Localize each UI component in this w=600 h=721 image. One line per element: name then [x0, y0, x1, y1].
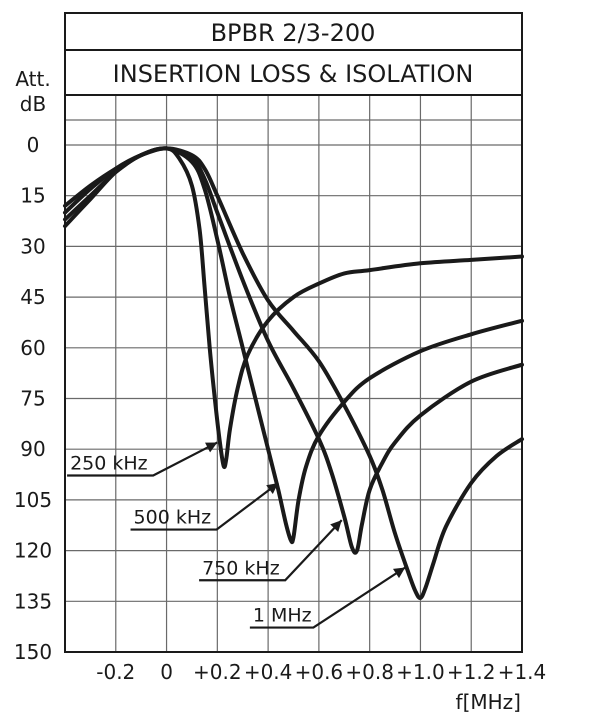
y-tick-label: 15: [20, 184, 45, 208]
series-line-1-mhz: [63, 146, 524, 600]
chart-title: BPBR 2/3-200: [211, 19, 376, 47]
annotation-leader-250-khz: [67, 441, 218, 477]
x-tick-label: +0.4: [244, 660, 293, 684]
annotation-leader-1-mhz: [249, 566, 406, 629]
x-tick-label: 0: [160, 660, 173, 684]
annotation-arrowhead-500-khz: [266, 483, 279, 495]
x-tick-label: +1.4: [498, 660, 547, 684]
y-tick-label: 75: [20, 387, 45, 411]
x-tick-label: +0.6: [295, 660, 344, 684]
chart-subtitle: INSERTION LOSS & ISOLATION: [113, 60, 474, 88]
y-axis-label-att: Att.: [15, 67, 50, 91]
y-tick-label: 90: [20, 437, 45, 461]
x-tick-label: +1.0: [396, 660, 445, 684]
x-tick-label: +0.8: [345, 660, 394, 684]
x-tick-label: +1.2: [447, 660, 496, 684]
x-tick-label: +0.2: [193, 660, 242, 684]
annotation-label-250-khz: 250 kHz: [70, 452, 148, 474]
annotation-label-500-khz: 500 kHz: [134, 507, 212, 529]
annotation-label-750-khz: 750 kHz: [202, 557, 280, 579]
annotation-label-1-mhz: 1 MHz: [253, 605, 312, 627]
y-tick-label: 30: [20, 234, 45, 258]
y-tick-label: 0: [27, 133, 40, 157]
annotation-arrowhead-250-khz: [205, 442, 218, 453]
plot-frame: [64, 94, 523, 653]
y-axis-label-db: dB: [20, 92, 46, 116]
y-tick-label: 105: [14, 488, 52, 512]
x-axis-label: f[MHz]: [456, 690, 521, 714]
annotation-arrowhead-1-mhz: [392, 567, 406, 579]
y-tick-label: 45: [20, 285, 45, 309]
y-tick-labels: 0 15 30 45 60 75 90 105 120 135 150: [14, 133, 52, 664]
y-tick-label: 150: [14, 640, 52, 664]
grid: [64, 95, 523, 653]
series-line-750-khz: [63, 146, 524, 555]
y-tick-label: 135: [14, 589, 52, 613]
series-group: [63, 146, 524, 600]
annotation-leader-500-khz: [130, 482, 279, 531]
x-tick-labels: -0.2 0 +0.2 +0.4 +0.6 +0.8 +1.0 +1.2 +1.4: [96, 660, 546, 684]
x-tick-label: -0.2: [96, 660, 135, 684]
y-tick-label: 60: [20, 336, 45, 360]
annotation-leader-750-khz: [199, 519, 343, 582]
annotations-group: 250 kHz 500 kHz 750 kHz 1 MHz: [67, 441, 406, 629]
series-line-500-khz: [63, 146, 524, 545]
y-tick-label: 120: [14, 539, 52, 563]
annotation-arrowhead-750-khz: [330, 520, 342, 532]
